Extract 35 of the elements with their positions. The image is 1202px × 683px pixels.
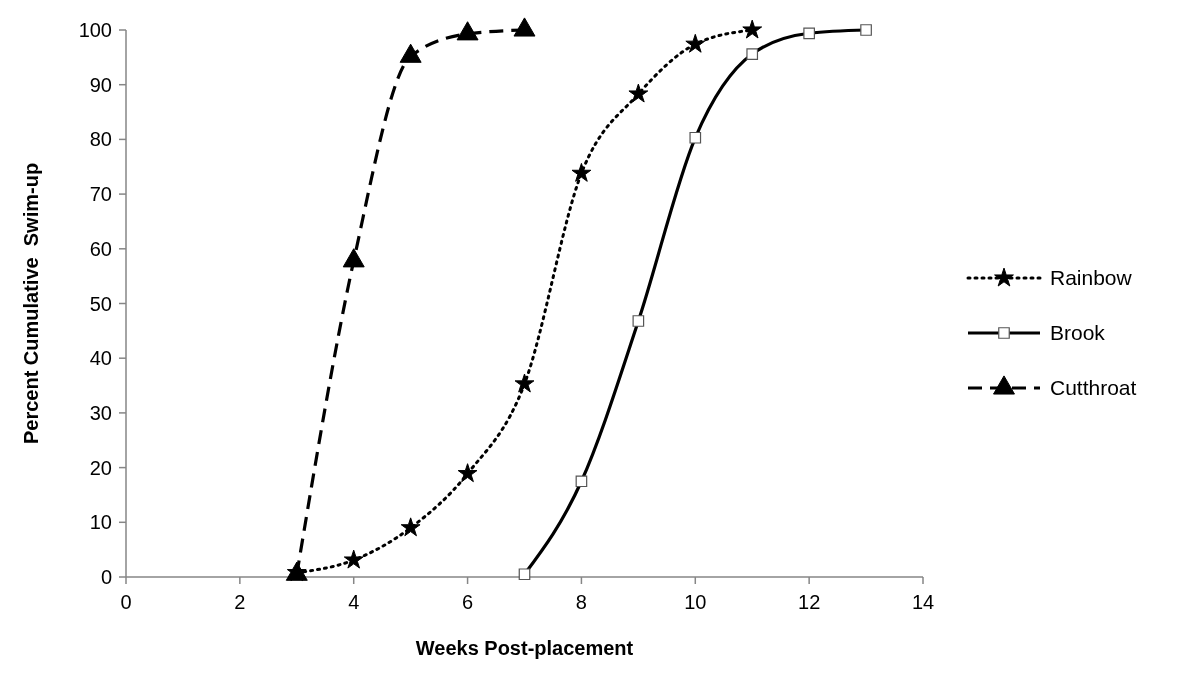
- y-tick-label: 30: [89, 401, 112, 424]
- point: [513, 17, 536, 37]
- point: [400, 517, 421, 537]
- y-tick-label: 0: [100, 566, 112, 588]
- x-tick-label: 0: [120, 591, 132, 613]
- y-tick-label: 60: [89, 237, 112, 260]
- x-tick-label: 8: [575, 591, 587, 613]
- point: [685, 33, 706, 53]
- point: [343, 549, 364, 569]
- x-tick-label: 2: [234, 591, 246, 613]
- legend-label: Rainbow: [1050, 266, 1133, 290]
- point: [342, 248, 365, 268]
- y-tick-label: 50: [89, 292, 112, 315]
- y-tick-label: 80: [89, 128, 112, 151]
- point: [628, 83, 649, 103]
- y-tick-label: 10: [89, 511, 112, 534]
- point: [742, 19, 763, 39]
- y-tick-label: 90: [89, 73, 112, 96]
- point: [456, 21, 479, 41]
- x-tick-label: 6: [462, 591, 474, 613]
- legend-label: Brook: [1050, 321, 1106, 345]
- x-tick-label: 4: [348, 591, 360, 613]
- x-tick-label: 10: [684, 591, 707, 613]
- x-axis-title: Weeks Post-placement: [415, 637, 634, 659]
- y-tick-label: 100: [78, 19, 112, 41]
- x-tick-label: 14: [911, 591, 935, 613]
- y-tick-label: 20: [89, 456, 112, 479]
- y-tick-label: 40: [89, 347, 112, 370]
- point: [571, 162, 592, 182]
- point: [514, 373, 535, 393]
- legend-label: Cutthroat: [1050, 376, 1137, 400]
- y-tick-label: 70: [89, 183, 112, 206]
- point: [457, 463, 478, 483]
- y-axis-title: Percent Cumulative Swim-up: [20, 162, 42, 445]
- x-tick-label: 12: [798, 591, 821, 613]
